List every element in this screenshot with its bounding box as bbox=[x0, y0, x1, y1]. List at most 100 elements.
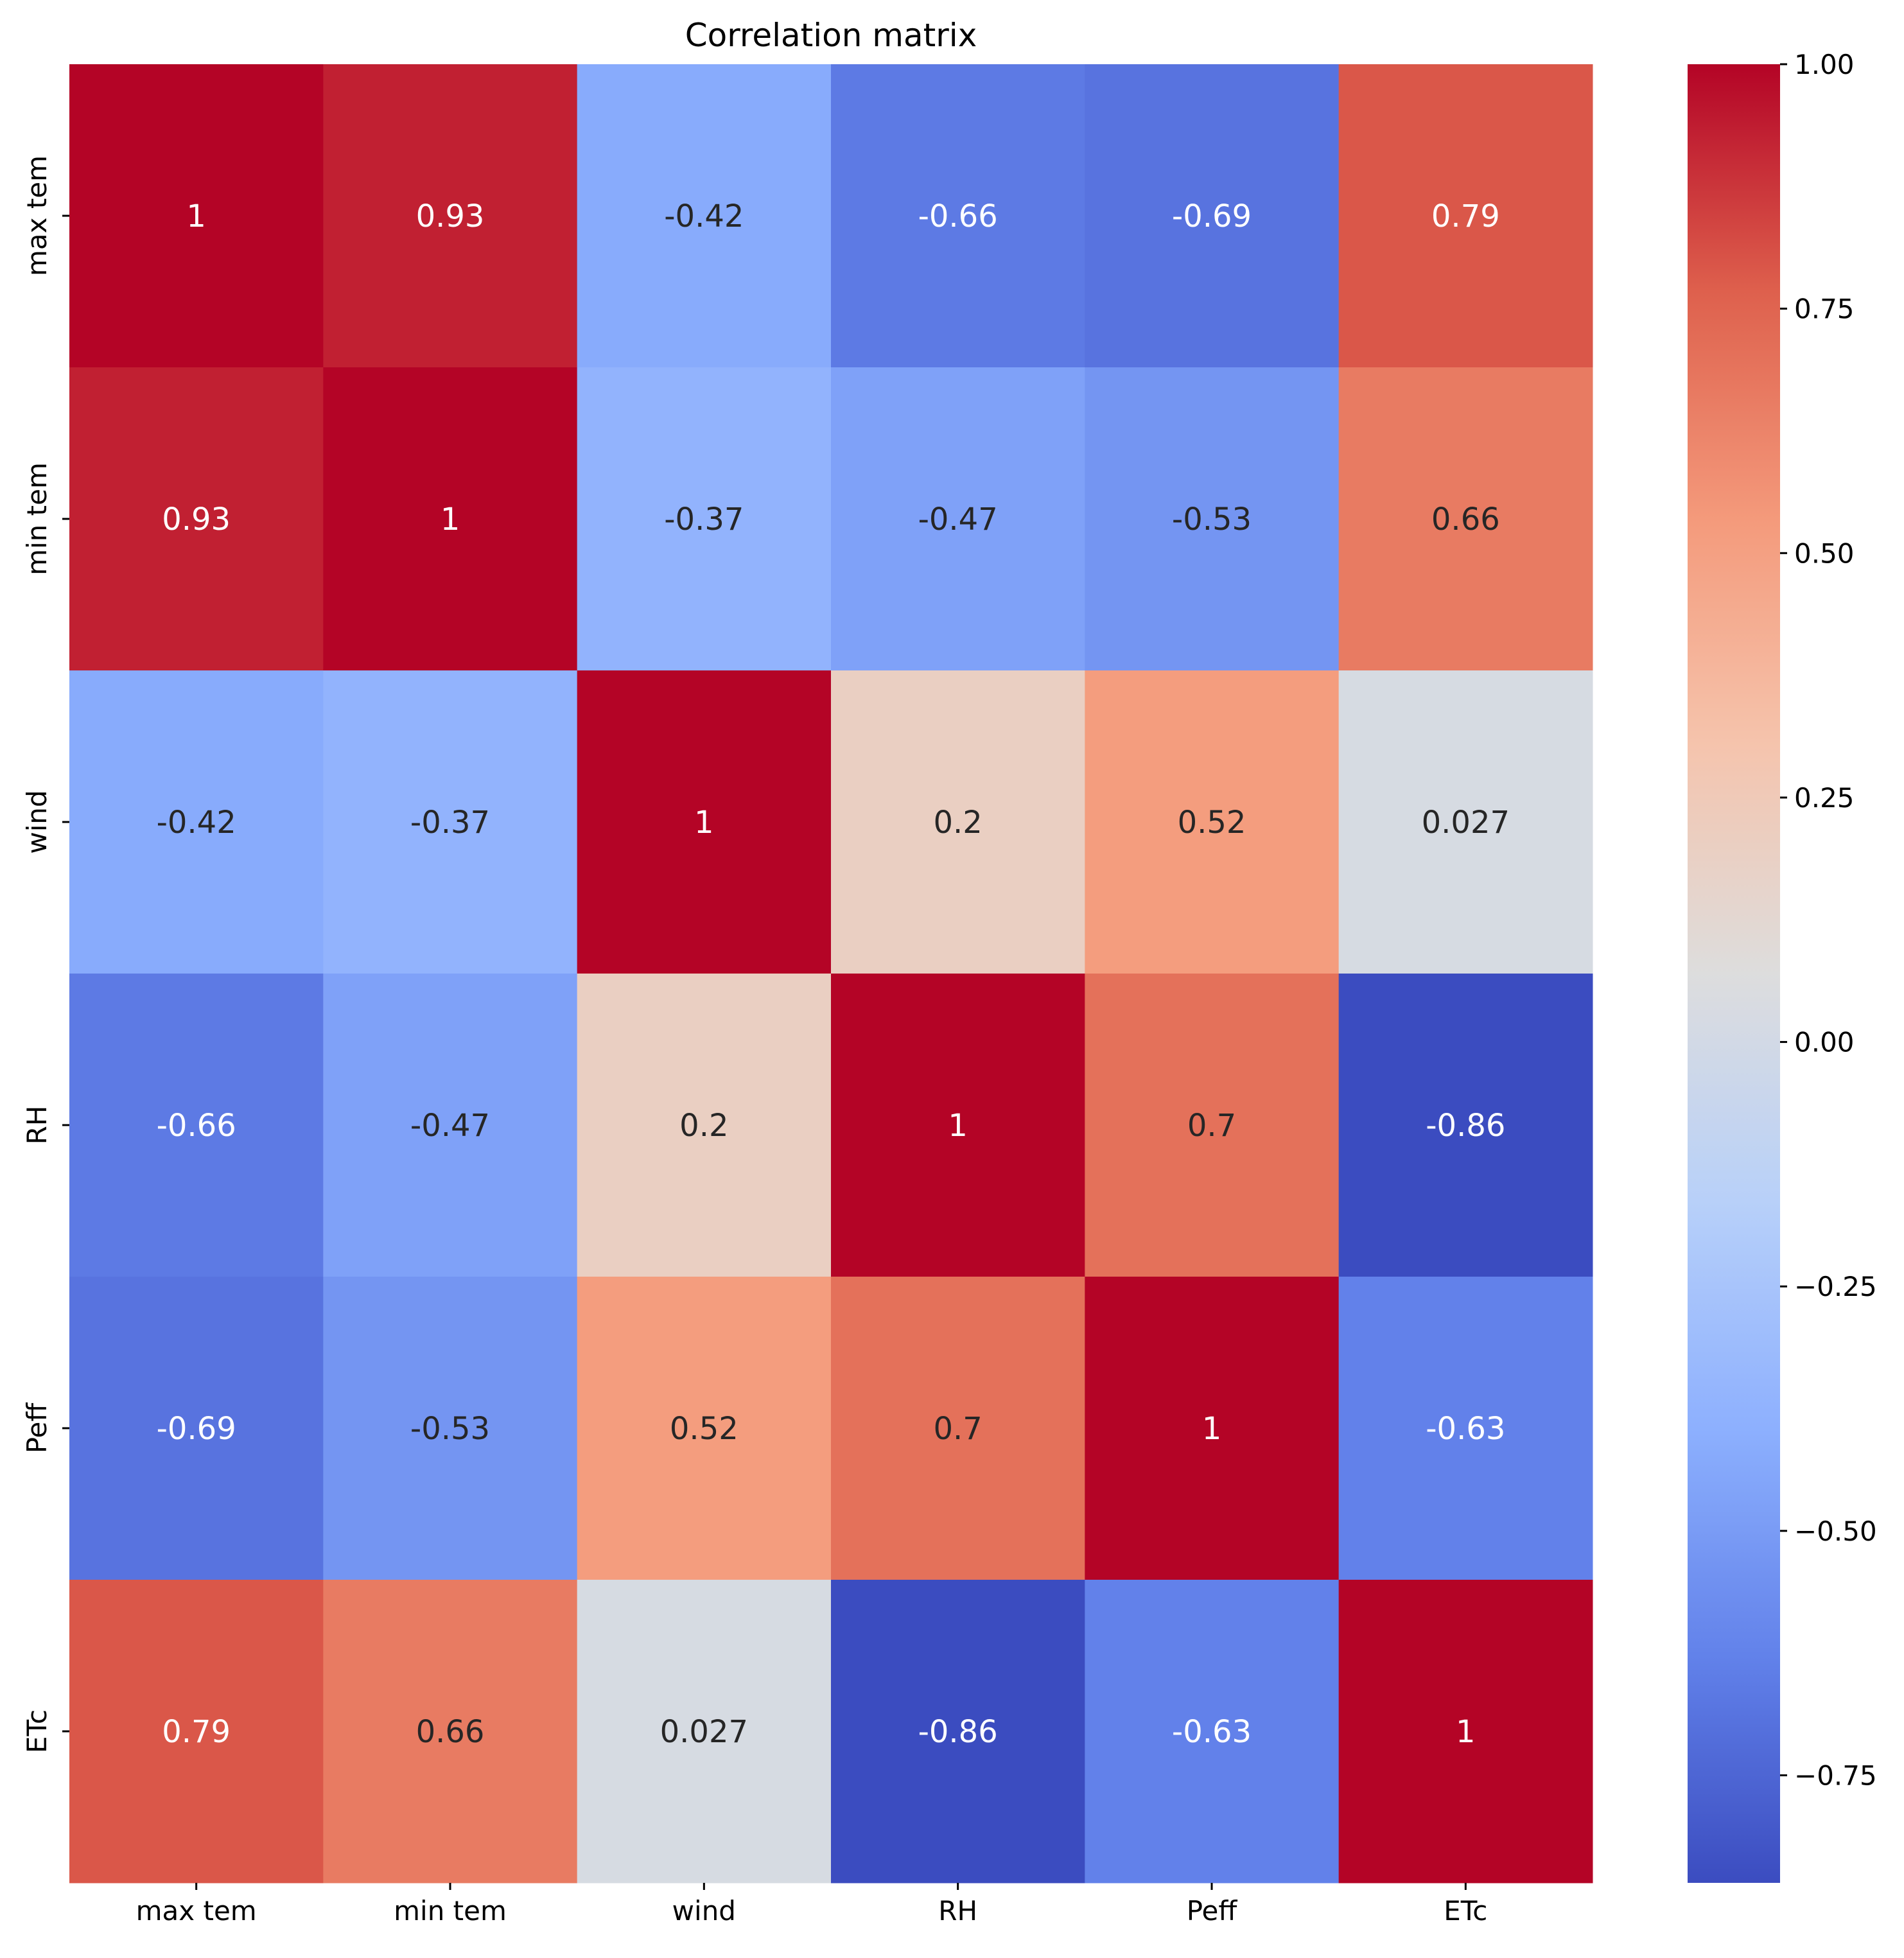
y-tick-label: Peff bbox=[21, 1403, 53, 1454]
x-tick-label: max tem bbox=[136, 1895, 257, 1927]
colorbar: 1.00 0.75 0.50 0.25 0.00 −0.25 −0.50 −0.75 bbox=[1688, 49, 1877, 1883]
cell-annotation: -0.47 bbox=[410, 1108, 490, 1144]
heatmap-cell bbox=[1338, 1580, 1593, 1884]
cell-annotation: -0.42 bbox=[664, 198, 744, 234]
cell-annotation: 0.7 bbox=[1187, 1108, 1236, 1144]
colorbar-ticks: 1.00 0.75 0.50 0.25 0.00 −0.25 −0.50 −0.75 bbox=[1780, 49, 1877, 1792]
colorbar-tick-label: −0.75 bbox=[1794, 1760, 1877, 1792]
chart-title: Correlation matrix bbox=[685, 17, 977, 54]
heatmap-cell bbox=[577, 670, 832, 974]
heatmap-cell bbox=[323, 64, 578, 368]
heatmap-cell bbox=[323, 1580, 578, 1884]
cell-annotation: -0.86 bbox=[1426, 1108, 1505, 1144]
heatmap-cell bbox=[831, 367, 1085, 671]
heatmap-cell bbox=[831, 1580, 1085, 1884]
heatmap-cell bbox=[69, 1277, 324, 1580]
cell-annotation: -0.53 bbox=[1172, 502, 1252, 538]
x-axis: max tem min tem wind RH Peff ETc bbox=[136, 1883, 1487, 1927]
cell-annotation: -0.63 bbox=[1426, 1411, 1505, 1447]
cell-annotation: 0.52 bbox=[1178, 805, 1246, 841]
heatmap-cell bbox=[1338, 670, 1593, 974]
colorbar-tick-label: 0.50 bbox=[1794, 538, 1855, 569]
cell-annotation: 1 bbox=[948, 1108, 968, 1144]
x-tick-label: RH bbox=[938, 1895, 977, 1927]
cell-annotation: 1 bbox=[694, 805, 714, 841]
y-tick-label: max tem bbox=[21, 155, 53, 276]
cell-annotation: -0.69 bbox=[157, 1411, 236, 1447]
cell-annotation: 1 bbox=[1456, 1714, 1476, 1750]
cell-annotation: 0.93 bbox=[162, 502, 231, 538]
x-tick-label: wind bbox=[672, 1895, 736, 1927]
x-tick-label: ETc bbox=[1444, 1895, 1487, 1927]
cell-annotation: 0.79 bbox=[162, 1714, 231, 1750]
heatmap-cell bbox=[323, 974, 578, 1277]
heatmap-cell bbox=[1085, 670, 1340, 974]
heatmap-cell bbox=[1085, 64, 1340, 368]
heatmap-cell bbox=[1085, 1277, 1340, 1580]
heatmap-cell bbox=[577, 1277, 832, 1580]
cell-annotation: 0.027 bbox=[1422, 805, 1510, 841]
colorbar-tick-label: −0.50 bbox=[1794, 1516, 1877, 1547]
heatmap-cell bbox=[831, 1277, 1085, 1580]
y-axis: max tem min tem wind RH Peff ETc bbox=[21, 155, 69, 1753]
heatmap-cell bbox=[1085, 1580, 1340, 1884]
cell-annotation: 1 bbox=[441, 502, 460, 538]
heatmap-cell bbox=[831, 670, 1085, 974]
cell-annotation: -0.42 bbox=[157, 805, 236, 841]
heatmap-cell bbox=[69, 670, 324, 974]
colorbar-tick-label: 1.00 bbox=[1794, 49, 1855, 80]
y-tick-label: min tem bbox=[21, 462, 53, 575]
cell-annotation: -0.86 bbox=[918, 1714, 998, 1750]
heatmap-cell bbox=[69, 64, 324, 368]
heatmap-cell bbox=[1085, 974, 1340, 1277]
cell-annotation: 0.2 bbox=[933, 805, 982, 841]
heatmap-cell bbox=[577, 64, 832, 368]
colorbar-tick-label: 0.25 bbox=[1794, 782, 1855, 814]
heatmap-cell bbox=[69, 974, 324, 1277]
y-tick-label: RH bbox=[21, 1106, 53, 1145]
cell-annotation: 0.93 bbox=[416, 198, 485, 234]
cell-annotation: -0.53 bbox=[410, 1411, 490, 1447]
cell-annotation: 0.027 bbox=[660, 1714, 748, 1750]
heatmap-cell bbox=[69, 367, 324, 671]
y-tick-label: wind bbox=[21, 790, 53, 853]
cell-annotation: -0.63 bbox=[1172, 1714, 1252, 1750]
colorbar-tick-label: −0.25 bbox=[1794, 1271, 1877, 1302]
x-tick-label: Peff bbox=[1187, 1895, 1238, 1927]
heatmap-cell bbox=[831, 64, 1085, 368]
heatmap-cell bbox=[831, 974, 1085, 1277]
cell-annotation: -0.47 bbox=[918, 502, 998, 538]
heatmap-cell bbox=[1085, 367, 1340, 671]
cell-annotation: 0.66 bbox=[1431, 502, 1500, 538]
cell-annotation: -0.37 bbox=[410, 805, 490, 841]
heatmap-cell bbox=[323, 670, 578, 974]
heatmap-cell bbox=[69, 1580, 324, 1884]
colorbar-gradient bbox=[1688, 64, 1780, 1883]
cell-annotation: 1 bbox=[1202, 1411, 1222, 1447]
cell-annotation: -0.69 bbox=[1172, 198, 1252, 234]
cell-annotation: 1 bbox=[186, 198, 206, 234]
cell-annotation: 0.66 bbox=[416, 1714, 485, 1750]
cell-annotation: -0.37 bbox=[664, 502, 744, 538]
heatmap-cells: 1 0.93 -0.42 -0.66 -0.69 0.79 0.93 1 -0.37 -0.47 -… bbox=[69, 64, 1593, 1884]
heatmap-cell bbox=[1338, 1277, 1593, 1580]
heatmap-cell bbox=[577, 1580, 832, 1884]
cell-annotation: 0.79 bbox=[1431, 198, 1500, 234]
heatmap-cell bbox=[577, 974, 832, 1277]
colorbar-tick-label: 0.75 bbox=[1794, 293, 1855, 325]
heatmap-cell bbox=[1338, 367, 1593, 671]
x-tick-label: min tem bbox=[394, 1895, 507, 1927]
heatmap-cell bbox=[1338, 64, 1593, 368]
cell-annotation: -0.66 bbox=[918, 198, 998, 234]
heatmap-cell bbox=[1338, 974, 1593, 1277]
heatmap-cell bbox=[323, 1277, 578, 1580]
y-tick-label: ETc bbox=[21, 1709, 53, 1753]
cell-annotation: 0.52 bbox=[670, 1411, 738, 1447]
heatmap-cell bbox=[577, 367, 832, 671]
cell-annotation: 0.2 bbox=[679, 1108, 728, 1144]
cell-annotation: 0.7 bbox=[933, 1411, 982, 1447]
colorbar-tick-label: 0.00 bbox=[1794, 1027, 1855, 1058]
cell-annotation: -0.66 bbox=[157, 1108, 236, 1144]
heatmap-cell bbox=[323, 367, 578, 671]
